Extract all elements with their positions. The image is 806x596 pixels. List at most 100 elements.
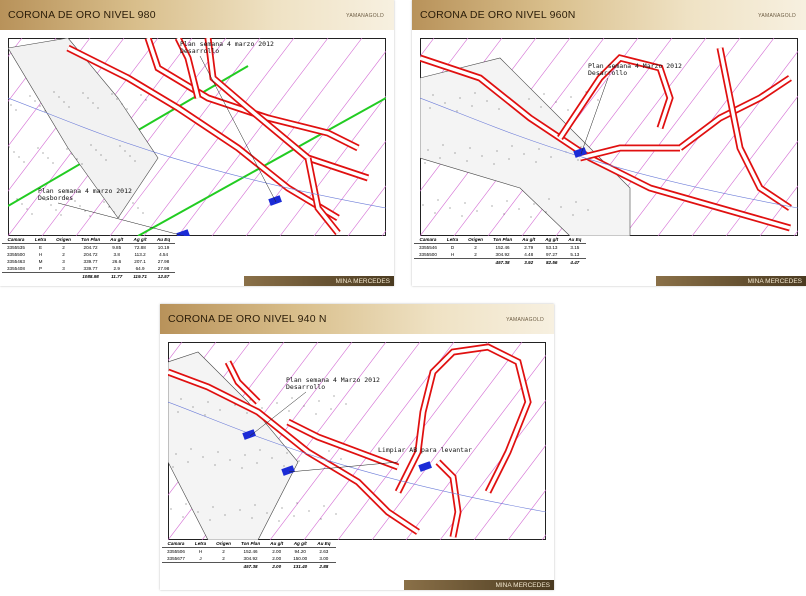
total-cell: 457.38 [235, 562, 266, 570]
tunnel-inner [718, 47, 791, 210]
table-cell: 4.48 [524, 252, 534, 257]
survey-dot [53, 91, 55, 93]
survey-dot [239, 509, 241, 511]
survey-dot [185, 503, 187, 505]
tunnel-inner [436, 460, 460, 538]
slide-title: CORONA DE ORO NIVEL 940 N [168, 313, 327, 325]
survey-dot [74, 200, 76, 202]
tunnel-inner [67, 46, 339, 220]
survey-dot [145, 99, 147, 101]
survey-dot [256, 462, 258, 464]
survey-dot [212, 506, 214, 508]
survey-dot [113, 211, 115, 213]
survey-dot [241, 467, 243, 469]
total-cell: 131.40 [288, 562, 313, 570]
survey-dot [140, 94, 142, 96]
table-cell: 339.77 [83, 266, 98, 271]
survey-dot [567, 109, 569, 111]
total-cell: 457.38 [487, 258, 518, 266]
column-header: Letra [189, 540, 212, 548]
table-cell: P [38, 266, 43, 271]
table-cell: 2 [222, 549, 225, 554]
annotation: Plan semana 4 Marzo 2012 [286, 376, 380, 384]
survey-dot [545, 211, 547, 213]
stope-block [176, 229, 190, 236]
column-header: Au Eq [563, 236, 587, 244]
tunnel-inner [206, 38, 369, 180]
waste-zone [168, 351, 299, 540]
column-header: Au g/t [517, 236, 541, 244]
survey-dot [26, 208, 28, 210]
survey-dot [469, 147, 471, 149]
table-cell: H [198, 549, 203, 554]
table-cell: D [450, 245, 455, 250]
grid-diagonal [691, 95, 798, 236]
survey-dot [31, 213, 33, 215]
survey-dot [126, 108, 128, 110]
survey-dot [52, 162, 54, 164]
survey-dot [244, 454, 246, 456]
survey-dot [207, 401, 209, 403]
table-cell: 5.13 [570, 252, 580, 257]
survey-dot [555, 101, 557, 103]
survey-dot [491, 205, 493, 207]
survey-dot [454, 152, 456, 154]
slide-panel: CORONA DE ORO NIVEL 940 N YAMANAGOLD Plan … [160, 304, 554, 590]
survey-dot [39, 105, 41, 107]
table-row: 3355546 D 2 152.46 2.79 53.13 3.15 [414, 244, 586, 252]
table-row: 3355500 H 2 204.72 3.8 113.2 4.54 [2, 251, 175, 258]
table-cell-empty [211, 562, 236, 570]
annotation: Desarrollo [286, 383, 325, 391]
slide-header: CORONA DE ORO NIVEL 980 YAMANAGOLD [0, 0, 394, 30]
table-cell: 2 [62, 245, 65, 250]
total-cell: 1088.98 [75, 272, 106, 280]
table-cell: 4.54 [159, 252, 169, 257]
logo: YAMANAGOLD [506, 317, 544, 323]
column-header: Ton Plan [75, 236, 106, 244]
table-row: 3355535 E 2 204.72 9.85 72.88 10.19 [2, 244, 175, 252]
tunnel-inner [306, 157, 340, 235]
table-total: 457.38 2.00 131.40 2.88 [162, 562, 336, 570]
slide-header: CORONA DE ORO NIVEL 940 N YAMANAGOLD [160, 304, 554, 334]
table-cell: 10.19 [157, 245, 170, 250]
table-cell: 94.20 [294, 549, 306, 554]
survey-dot [486, 100, 488, 102]
survey-dot [296, 502, 298, 504]
survey-dot [134, 160, 136, 162]
survey-dot [528, 98, 530, 100]
survey-dot [121, 103, 123, 105]
table-cell: 152.46 [495, 245, 510, 250]
survey-dot [298, 460, 300, 462]
grid-diagonal [405, 354, 546, 540]
survey-dot [175, 453, 177, 455]
column-header: Ton Plan [487, 236, 518, 244]
survey-dot [442, 144, 444, 146]
survey-dot [535, 161, 537, 163]
table-cell: 3.15 [570, 245, 580, 250]
table-cell: 152.46 [243, 549, 258, 554]
survey-dot [55, 209, 57, 211]
survey-dot [560, 206, 562, 208]
survey-dot [530, 216, 532, 218]
column-header: Camara [414, 236, 442, 244]
survey-dot [44, 110, 46, 112]
table-cell: 304.92 [243, 556, 258, 561]
table-cell: 3 [62, 259, 65, 264]
survey-dot [16, 198, 18, 200]
survey-dot [234, 404, 236, 406]
survey-dot [254, 504, 256, 506]
survey-dot [506, 200, 508, 202]
grid-diagonal [473, 444, 546, 540]
survey-dot [333, 395, 335, 397]
survey-dot [523, 153, 525, 155]
survey-dot [79, 205, 81, 207]
table-cell: 64.9 [135, 266, 145, 271]
grid-diagonal [657, 50, 798, 236]
grid-diagonal [109, 38, 261, 236]
survey-dot [427, 149, 429, 151]
summary-table: Camara Letra Origen Ton Plan Au g/t Ag g/t Au … [162, 540, 336, 570]
survey-dot [503, 213, 505, 215]
table-cell: E [38, 245, 43, 250]
grid-diagonal [75, 38, 227, 236]
survey-dot [330, 408, 332, 410]
